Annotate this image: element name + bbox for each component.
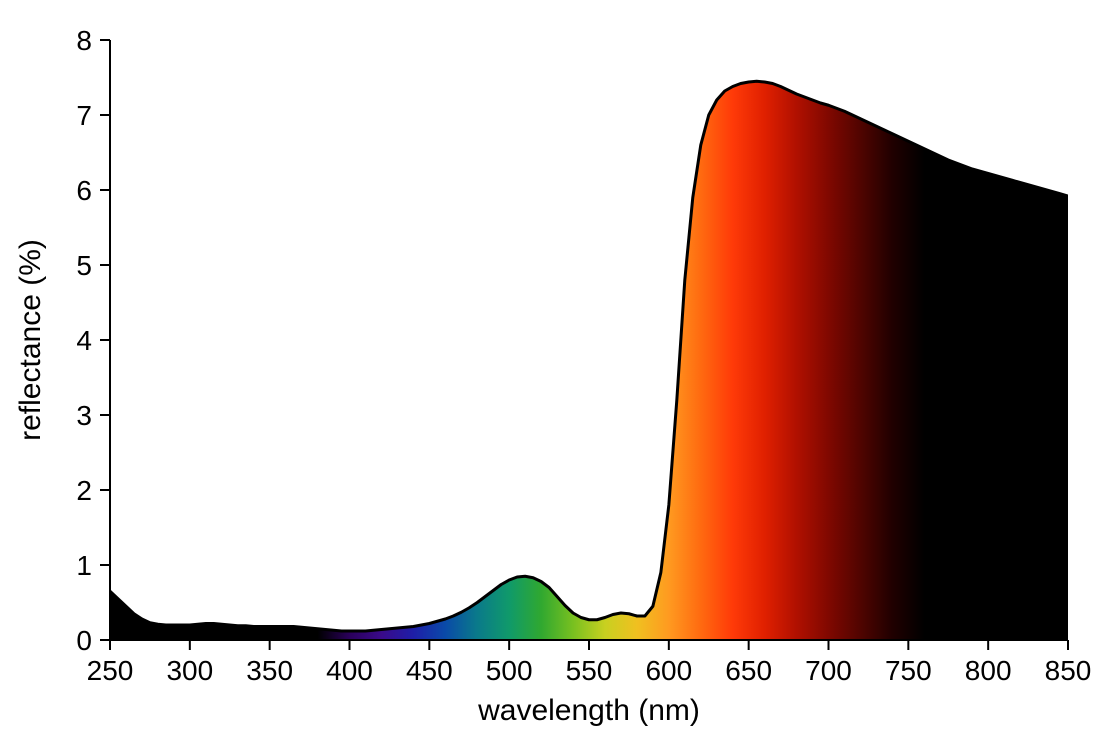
x-tick-label: 250 bbox=[87, 655, 134, 686]
x-tick-label: 350 bbox=[246, 655, 293, 686]
y-axis-title: reflectance (%) bbox=[14, 239, 47, 441]
x-tick-label: 850 bbox=[1045, 655, 1092, 686]
y-tick-label: 3 bbox=[76, 400, 92, 431]
x-tick-label: 600 bbox=[645, 655, 692, 686]
x-axis-title: wavelength (nm) bbox=[477, 694, 700, 727]
x-tick-label: 700 bbox=[805, 655, 852, 686]
x-tick-label: 550 bbox=[566, 655, 613, 686]
x-tick-label: 300 bbox=[166, 655, 213, 686]
y-tick-label: 1 bbox=[76, 550, 92, 581]
y-tick-label: 4 bbox=[76, 325, 92, 356]
x-tick-label: 750 bbox=[885, 655, 932, 686]
x-tick-label: 450 bbox=[406, 655, 453, 686]
y-tick-label: 0 bbox=[76, 625, 92, 656]
x-tick-label: 650 bbox=[725, 655, 772, 686]
y-tick-label: 7 bbox=[76, 100, 92, 131]
x-tick-label: 500 bbox=[486, 655, 533, 686]
y-tick-label: 8 bbox=[76, 25, 92, 56]
x-tick-label: 400 bbox=[326, 655, 373, 686]
spectrum-chart: 250 300 350 400 450 500 550 600 650 700 750 800 850 0… bbox=[0, 0, 1108, 754]
x-tick-label: 800 bbox=[965, 655, 1012, 686]
chart-svg: 250 300 350 400 450 500 550 600 650 700 750 800 850 0… bbox=[0, 0, 1108, 754]
y-tick-label: 2 bbox=[76, 475, 92, 506]
y-tick-label: 6 bbox=[76, 175, 92, 206]
y-tick-label: 5 bbox=[76, 250, 92, 281]
